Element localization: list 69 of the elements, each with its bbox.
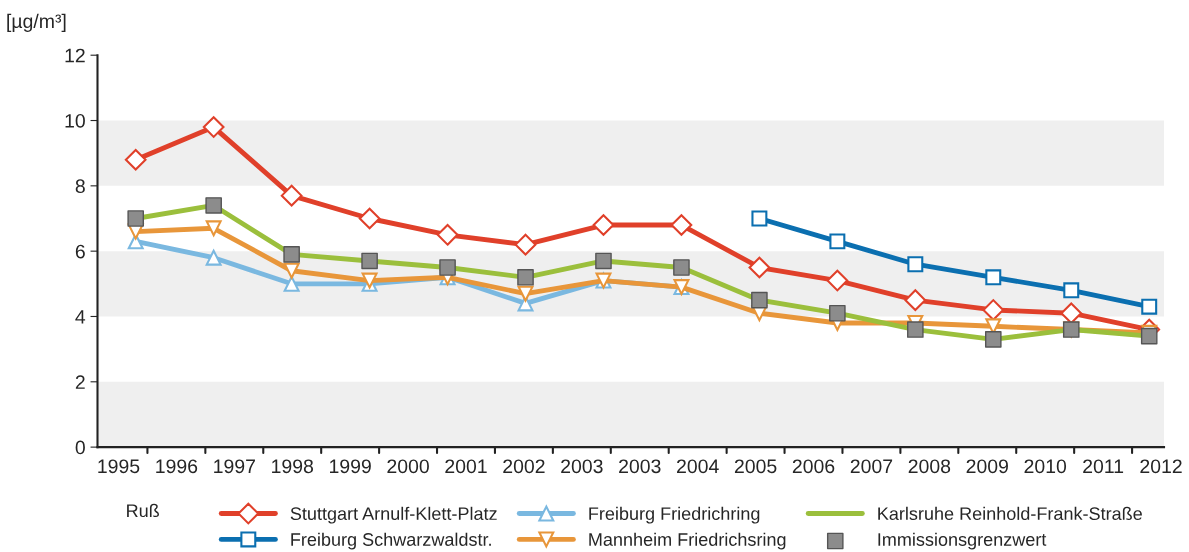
point bbox=[124, 148, 147, 171]
text: 1999 bbox=[330, 459, 371, 474]
point bbox=[205, 197, 222, 214]
legend-label: Freiburg Schwarzwaldstr. bbox=[291, 532, 491, 550]
text: 2012 bbox=[1140, 459, 1182, 474]
point bbox=[361, 252, 378, 270]
point bbox=[982, 299, 1005, 321]
point bbox=[205, 220, 222, 237]
point bbox=[202, 116, 225, 138]
point bbox=[439, 259, 456, 276]
point bbox=[670, 214, 693, 236]
text: 1997 bbox=[214, 459, 255, 474]
point bbox=[280, 184, 303, 207]
point bbox=[829, 304, 846, 322]
point bbox=[748, 256, 771, 279]
text: 2011 bbox=[1083, 459, 1124, 474]
text: 1996 bbox=[156, 459, 198, 474]
legend-label: Stuttgart Arnulf-Klett-Platz bbox=[290, 506, 497, 524]
y-axis-title: [µg/m³] bbox=[7, 13, 66, 32]
y-tick-label: 0 bbox=[75, 440, 85, 455]
point bbox=[514, 233, 537, 256]
text: 2005 bbox=[734, 459, 777, 474]
text: 2008 bbox=[908, 459, 951, 474]
text: 2002 bbox=[503, 459, 545, 474]
point bbox=[673, 259, 690, 276]
legend-label: Mannheim Friedrichsring bbox=[589, 532, 786, 550]
point bbox=[127, 210, 145, 227]
y-tick-label: 10 bbox=[65, 113, 85, 128]
text: 2003 bbox=[619, 459, 661, 474]
point bbox=[283, 275, 300, 292]
legend-label: Freiburg Friedrichring bbox=[589, 506, 760, 524]
point bbox=[907, 256, 924, 273]
point bbox=[1141, 298, 1158, 315]
point bbox=[283, 246, 300, 263]
text: 1995 bbox=[98, 459, 140, 474]
point bbox=[592, 214, 615, 236]
point bbox=[907, 321, 924, 338]
point bbox=[205, 249, 222, 266]
text: 2003 bbox=[561, 459, 603, 474]
text: 1998 bbox=[272, 459, 314, 474]
legend-label: Immissionsgrenzwert bbox=[878, 532, 1047, 550]
point bbox=[751, 291, 768, 309]
point bbox=[984, 331, 1002, 348]
point bbox=[595, 252, 612, 270]
point bbox=[1063, 282, 1080, 299]
legend-label: Karlsruhe Reinhold-Frank-Straße bbox=[878, 506, 1142, 521]
y-tick-label: 8 bbox=[75, 179, 85, 194]
text: 2001 bbox=[445, 459, 487, 474]
text: 2004 bbox=[677, 459, 719, 474]
y-tick-label: 4 bbox=[75, 310, 86, 324]
point bbox=[751, 210, 768, 227]
point bbox=[829, 233, 846, 250]
point bbox=[517, 268, 534, 286]
text: 2006 bbox=[792, 459, 835, 474]
point bbox=[985, 269, 1002, 286]
legend-title: Ruß bbox=[127, 503, 159, 518]
y-tick-label: 12 bbox=[65, 48, 85, 63]
text: 2010 bbox=[1024, 459, 1067, 474]
point bbox=[904, 289, 927, 312]
point bbox=[517, 285, 534, 302]
y-tick-label: 2 bbox=[75, 375, 85, 389]
point bbox=[826, 269, 849, 292]
text: 2009 bbox=[966, 459, 1008, 474]
point bbox=[358, 207, 381, 230]
text: 2007 bbox=[850, 459, 893, 474]
text: 2000 bbox=[387, 459, 429, 474]
point bbox=[283, 262, 300, 279]
point bbox=[436, 223, 459, 246]
y-tick-label: 6 bbox=[75, 244, 85, 259]
